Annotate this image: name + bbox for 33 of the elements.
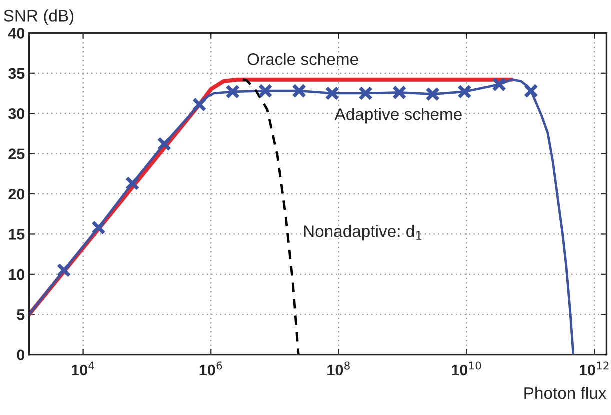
point xyxy=(192,98,207,112)
x-tick-label: 10$^{12}$ xyxy=(580,362,609,376)
y-axis-title: SNR (dB) xyxy=(4,10,74,26)
point xyxy=(458,84,472,100)
point xyxy=(292,84,307,98)
y-tick-label: 30 xyxy=(8,108,25,120)
annotation: Nonadaptive: d$_{1}$ xyxy=(304,225,422,241)
point xyxy=(258,84,273,98)
x-axis-title: Photon flux xyxy=(524,386,607,400)
y-tick-label: 10 xyxy=(9,269,25,280)
annotation: Adaptive scheme xyxy=(334,108,462,124)
point xyxy=(325,86,340,101)
x-tick-label: 10$^{10}$ xyxy=(452,362,482,376)
point xyxy=(492,77,507,92)
x-tick-label: 10$^{4}$ xyxy=(72,362,94,376)
point xyxy=(358,86,373,101)
point xyxy=(91,220,106,235)
y-tick-label: 20 xyxy=(8,188,25,200)
point xyxy=(392,86,407,100)
y-tick-label: 35 xyxy=(8,68,25,80)
x-tick-label: 10$^{8}$ xyxy=(328,362,350,376)
x-tick-label: 10$^{6}$ xyxy=(200,362,222,376)
y-tick-label: 0 xyxy=(17,350,25,361)
point xyxy=(226,84,240,100)
annotation: Oracle scheme xyxy=(248,53,358,66)
y-tick-label: 15 xyxy=(9,229,25,240)
y-tick-label: 40 xyxy=(8,28,25,39)
point xyxy=(125,176,140,191)
y-tick-label: 25 xyxy=(8,148,25,160)
point xyxy=(426,87,440,102)
point xyxy=(56,263,72,278)
point xyxy=(157,136,172,152)
y-tick-label: 5 xyxy=(17,310,25,320)
